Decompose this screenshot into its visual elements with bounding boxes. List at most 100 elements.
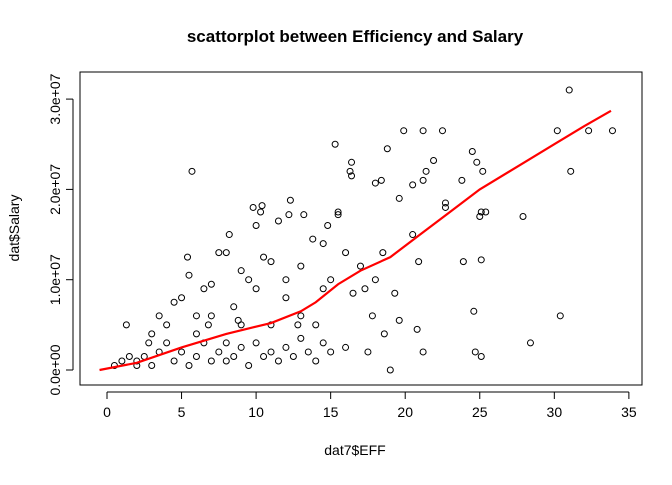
point (553, 127, 561, 135)
point (178, 294, 186, 302)
point (419, 176, 427, 184)
point (258, 202, 266, 210)
point (294, 321, 302, 329)
point (470, 307, 478, 315)
point (327, 276, 335, 284)
point (155, 312, 163, 320)
point (441, 203, 449, 211)
point (286, 196, 294, 204)
point (585, 127, 593, 135)
point (383, 145, 391, 153)
point (380, 330, 388, 338)
point (118, 357, 126, 365)
point (230, 352, 238, 360)
point (371, 179, 379, 187)
point (148, 361, 156, 369)
point (289, 352, 297, 360)
point (342, 343, 350, 351)
point (237, 343, 245, 351)
point (222, 249, 230, 257)
point (234, 316, 242, 324)
point (342, 249, 350, 257)
point (346, 167, 354, 175)
x-tick-label: 10 (248, 404, 264, 420)
point (312, 357, 320, 365)
point (207, 312, 215, 320)
point (163, 321, 171, 329)
point (334, 211, 342, 219)
point (458, 176, 466, 184)
point (477, 352, 485, 360)
point (297, 262, 305, 270)
point (185, 361, 193, 369)
point (170, 298, 178, 306)
point (192, 312, 200, 320)
point (215, 348, 223, 356)
point (356, 262, 364, 270)
point (419, 127, 427, 135)
point (415, 258, 423, 266)
point (222, 339, 230, 347)
smooth-line (99, 109, 612, 372)
point (185, 271, 193, 279)
point (400, 127, 408, 135)
point (519, 212, 527, 220)
point (477, 208, 485, 216)
point (282, 294, 290, 302)
point (371, 276, 379, 284)
point (430, 156, 438, 164)
point (471, 348, 479, 356)
point (237, 267, 245, 275)
point (188, 167, 196, 175)
point (364, 348, 372, 356)
point (249, 203, 257, 211)
point (274, 217, 282, 225)
point (297, 312, 305, 320)
point (252, 285, 260, 293)
point (257, 208, 265, 216)
point (145, 339, 153, 347)
point (556, 312, 564, 320)
point (309, 235, 317, 243)
point (267, 258, 275, 266)
point (468, 147, 476, 155)
point (267, 348, 275, 356)
x-tick-label: 35 (621, 404, 637, 420)
point (319, 339, 327, 347)
point (204, 321, 212, 329)
point (565, 86, 573, 94)
point (207, 357, 215, 365)
point (312, 321, 320, 329)
point (245, 276, 253, 284)
point (526, 339, 534, 347)
y-tick-label: 2.0e+07 (47, 164, 63, 215)
chart-title: scattorplot between Efficiency and Salar… (187, 27, 524, 46)
point (200, 285, 208, 293)
point (319, 240, 327, 248)
point (441, 199, 449, 207)
x-tick-label: 15 (323, 404, 339, 420)
point (304, 348, 312, 356)
point (192, 330, 200, 338)
point (482, 208, 490, 216)
point (184, 253, 192, 261)
point (479, 167, 487, 175)
point (297, 334, 305, 342)
point (225, 231, 233, 239)
x-tick-label: 25 (472, 404, 488, 420)
point (409, 181, 417, 189)
point (348, 158, 356, 166)
point (377, 176, 385, 184)
point (473, 158, 481, 166)
point (170, 357, 178, 365)
y-tick-label: 0.0e+00 (47, 344, 63, 395)
point (361, 285, 369, 293)
y-tick-label: 1.0e+07 (47, 254, 63, 305)
point (285, 211, 293, 219)
point (319, 285, 327, 293)
point (260, 352, 268, 360)
point (459, 258, 467, 266)
point (348, 172, 356, 180)
